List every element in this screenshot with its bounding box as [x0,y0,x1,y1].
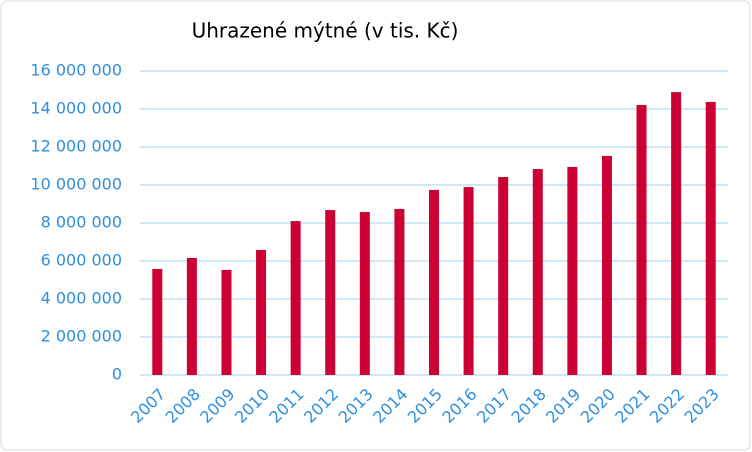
y-tick-label: 10 000 000 [30,175,122,194]
bar [186,257,197,375]
y-tick-label: 12 000 000 [30,137,122,156]
bar [221,269,232,375]
bar [429,189,439,375]
bar [394,208,405,375]
y-tick-label: 16 000 000 [30,61,122,80]
bar [705,101,716,375]
bar [498,177,509,375]
bar [152,268,163,375]
bar [636,105,647,375]
y-tick-label: 14 000 000 [30,99,122,118]
bar [601,155,612,375]
bar [671,92,682,375]
bar [532,169,543,375]
y-tick-label: 2 000 000 [41,327,122,346]
bar [463,187,474,375]
y-tick-label: 4 000 000 [41,289,122,308]
bar [325,210,336,375]
chart-title: Uhrazené mýtné (v tis. Kč) [192,19,459,43]
y-tick-label: 0 [112,365,122,384]
y-tick-label: 6 000 000 [41,251,122,270]
bar [256,249,267,375]
bar [359,211,370,375]
bar [290,221,301,375]
y-tick-label: 8 000 000 [41,213,122,232]
bar [567,166,578,375]
